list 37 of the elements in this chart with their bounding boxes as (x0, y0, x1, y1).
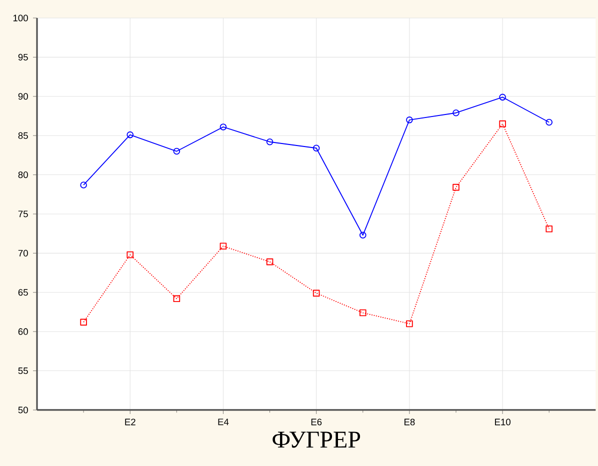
point (406, 116, 413, 124)
point (312, 144, 320, 152)
y-tick-label: 90 (18, 93, 28, 100)
point (266, 138, 274, 146)
y-tick-label: 55 (18, 368, 28, 374)
y-tick-label: 80 (18, 172, 28, 178)
x-tick-label: E2 (125, 418, 136, 426)
point (126, 131, 134, 138)
y-tick-label: 85 (18, 132, 28, 139)
point (173, 148, 180, 155)
point (499, 94, 506, 101)
point (312, 290, 320, 297)
point (359, 232, 366, 239)
x-tick-label: E4 (218, 418, 229, 426)
x-tick-label: E6 (311, 418, 322, 426)
point (126, 251, 134, 258)
y-tick-label: 75 (18, 210, 28, 218)
y-tick-label: 50 (18, 406, 28, 414)
point (173, 295, 180, 302)
point (452, 184, 460, 191)
point (80, 318, 87, 326)
x-tick-label: E10 (495, 418, 510, 426)
y-tick-label: 70 (18, 250, 28, 256)
point (220, 124, 227, 130)
point (220, 242, 227, 250)
y-tick-label: 95 (18, 54, 28, 60)
x-axis-title: ФУГРЕР (272, 432, 360, 448)
point (406, 320, 413, 328)
y-tick-label: 60 (18, 328, 28, 335)
point (266, 258, 274, 266)
point (499, 120, 506, 128)
y-tick-label: 65 (18, 289, 28, 296)
y-tick-label: 100 (13, 14, 28, 22)
x-tick-label: E8 (404, 418, 415, 426)
point (359, 309, 366, 316)
point (546, 225, 553, 232)
point (452, 109, 460, 116)
